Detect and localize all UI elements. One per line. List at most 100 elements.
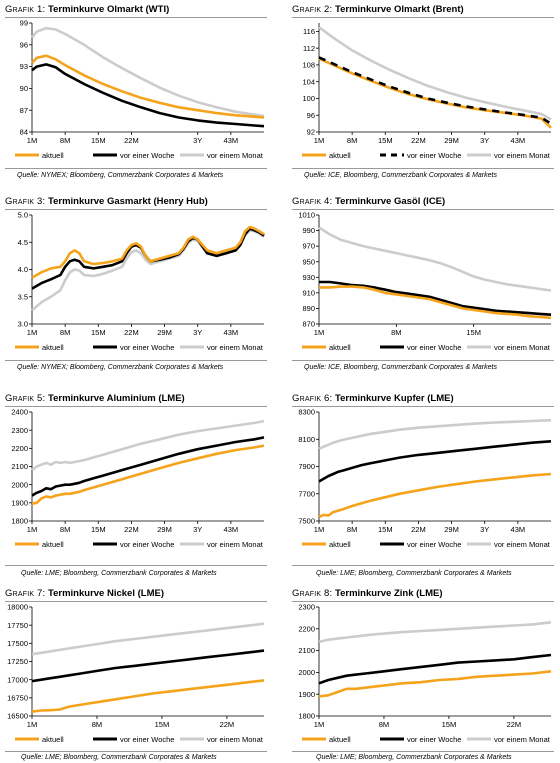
x-tick-label: 3Y	[193, 328, 202, 337]
y-tick-label: 890	[302, 304, 315, 313]
series-line	[31, 436, 265, 497]
series-line	[31, 444, 265, 505]
x-tick-label: 1M	[27, 136, 37, 145]
legend-label: vor einem Monat	[494, 540, 551, 549]
y-tick-label: 90	[20, 84, 28, 93]
x-tick-label: 22M	[124, 136, 139, 145]
y-tick-label: 1900	[298, 690, 315, 699]
x-tick-label: 43M	[511, 136, 526, 145]
series-line	[31, 622, 265, 656]
panel-7-source: Quelle: LME; Bloomberg, Commerzbank Corp…	[21, 754, 217, 761]
x-tick-label: 1M	[314, 328, 324, 337]
y-tick-label: 7900	[298, 462, 315, 471]
chart-3: 3.0 3.5 4.0 4.5 5.0 1M 8M 15M 22M 29M 3Y 43M aktuell…	[15, 211, 265, 352]
x-tick-label: 29M	[157, 525, 172, 534]
y-tick-label: 16500	[7, 712, 28, 721]
y-tick-label: 8100	[298, 435, 315, 444]
y-tick-label: 96	[307, 111, 315, 120]
y-tick-label: 16750	[7, 693, 28, 702]
y-tick-label: 1800	[298, 712, 315, 721]
y-tick-label: 2000	[298, 668, 315, 677]
legend-label: vor einem Monat	[207, 735, 264, 744]
y-tick-label: 84	[20, 128, 28, 137]
series-line	[31, 649, 265, 683]
panel-6-title: Grafik 6: Terminkurve Kupfer (LME)	[292, 393, 454, 404]
legend-label: aktuell	[42, 343, 64, 352]
series-line	[31, 54, 265, 119]
y-tick-label: 100	[302, 94, 315, 103]
legend-label: vor einem Monat	[494, 343, 551, 352]
x-tick-label: 8M	[60, 136, 70, 145]
panel-8: Grafik 8: Terminkurve Zink (LME) 1800 190…	[292, 588, 554, 763]
legend-label: vor einer Woche	[407, 151, 461, 160]
panel-5-source: Quelle: LME; Bloomberg, Commerzbank Corp…	[21, 570, 217, 577]
x-tick-label: 8M	[347, 525, 357, 534]
legend-label: vor einer Woche	[120, 540, 174, 549]
panel-2-source: Quelle: ICE, Bloomberg, Commerzbank Corp…	[304, 172, 497, 179]
x-tick-label: 22M	[124, 328, 139, 337]
panel-3-title: Grafik 3: Terminkurve Gasmarkt (Henry Hu…	[5, 196, 208, 207]
y-tick-label: 1900	[11, 498, 28, 507]
y-tick-label: 990	[302, 226, 315, 235]
panel-6: Grafik 6: Terminkurve Kupfer (LME) 7500 7…	[292, 393, 554, 583]
y-tick-label: 8300	[298, 408, 315, 417]
x-tick-label: 43M	[224, 328, 239, 337]
series-line	[31, 225, 265, 279]
x-tick-label: 8M	[347, 136, 357, 145]
y-tick-label: 2300	[11, 426, 28, 435]
y-tick-label: 7500	[298, 517, 315, 526]
panel-1-source: Quelle: NYMEX; Bloomberg, Commerzbank Co…	[17, 172, 224, 179]
y-tick-label: 17250	[7, 657, 28, 666]
series-line	[318, 418, 552, 450]
x-tick-label: 22M	[124, 525, 139, 534]
panel-7-title: Grafik 7: Terminkurve Nickel (LME)	[5, 588, 164, 599]
x-tick-label: 1M	[27, 720, 37, 729]
y-tick-label: 17000	[7, 675, 28, 684]
panel-8-source: Quelle: LME; Bloomberg, Commerzbank Corp…	[316, 754, 512, 761]
x-tick-label: 8M	[92, 720, 102, 729]
series-line	[318, 226, 552, 292]
legend-label: aktuell	[329, 540, 351, 549]
x-tick-label: 43M	[511, 525, 526, 534]
panel-2-title: Grafik 2: Terminkurve Olmarkt (Brent)	[292, 4, 464, 15]
legend-label: vor einer Woche	[407, 343, 461, 352]
legend-label: vor einem Monat	[207, 343, 264, 352]
y-tick-label: 3.5	[18, 292, 28, 301]
y-tick-label: 950	[302, 257, 315, 266]
y-tick-label: 112	[303, 44, 315, 53]
x-tick-label: 15M	[442, 720, 457, 729]
x-tick-label: 22M	[220, 720, 235, 729]
chart-8: 1800 1900 2000 2100 2200 2300 1M 8M 15M 22M aktuel…	[298, 603, 552, 744]
y-tick-label: 1800	[11, 517, 28, 526]
panel-4-source: Quelle: ICE, Bloomberg, Commerzbank Corp…	[304, 364, 497, 371]
x-tick-label: 15M	[91, 328, 106, 337]
y-tick-label: 99	[20, 19, 28, 28]
y-tick-label: 1010	[298, 211, 315, 220]
x-tick-label: 1M	[314, 525, 324, 534]
y-tick-label: 2200	[11, 444, 28, 453]
panel-5-title: Grafik 5: Terminkurve Aluminium (LME)	[5, 393, 185, 404]
y-tick-label: 18000	[7, 603, 28, 612]
x-tick-label: 3Y	[193, 136, 202, 145]
chart-4: 870 890 910 930 950 970 990 1010 1M 8M 15M aktuell v…	[298, 211, 552, 352]
legend-label: aktuell	[42, 540, 64, 549]
x-tick-label: 15M	[155, 720, 170, 729]
x-tick-label: 15M	[466, 328, 481, 337]
x-tick-label: 22M	[411, 525, 426, 534]
panel-8-title: Grafik 8: Terminkurve Zink (LME)	[292, 588, 443, 599]
panel-1-title: Grafik 1: Terminkurve Olmarkt (WTI)	[5, 4, 170, 15]
x-tick-label: 43M	[224, 136, 239, 145]
panel-1: Grafik 1: Terminkurve Olmarkt (WTI) 84 87…	[5, 4, 267, 184]
legend-label: aktuell	[329, 343, 351, 352]
x-tick-label: 15M	[91, 525, 106, 534]
x-tick-label: 3Y	[193, 525, 202, 534]
chart-6: 7500 7700 7900 8100 8300 1M 8M 15M 22M 29M 3Y 43M ak…	[298, 408, 552, 549]
y-tick-label: 5.0	[18, 211, 28, 220]
x-tick-label: 1M	[27, 525, 37, 534]
y-tick-label: 2400	[11, 408, 28, 417]
series-line	[31, 679, 265, 713]
x-tick-label: 1M	[27, 328, 37, 337]
legend-label: vor einer Woche	[120, 343, 174, 352]
x-tick-label: 15M	[378, 136, 393, 145]
